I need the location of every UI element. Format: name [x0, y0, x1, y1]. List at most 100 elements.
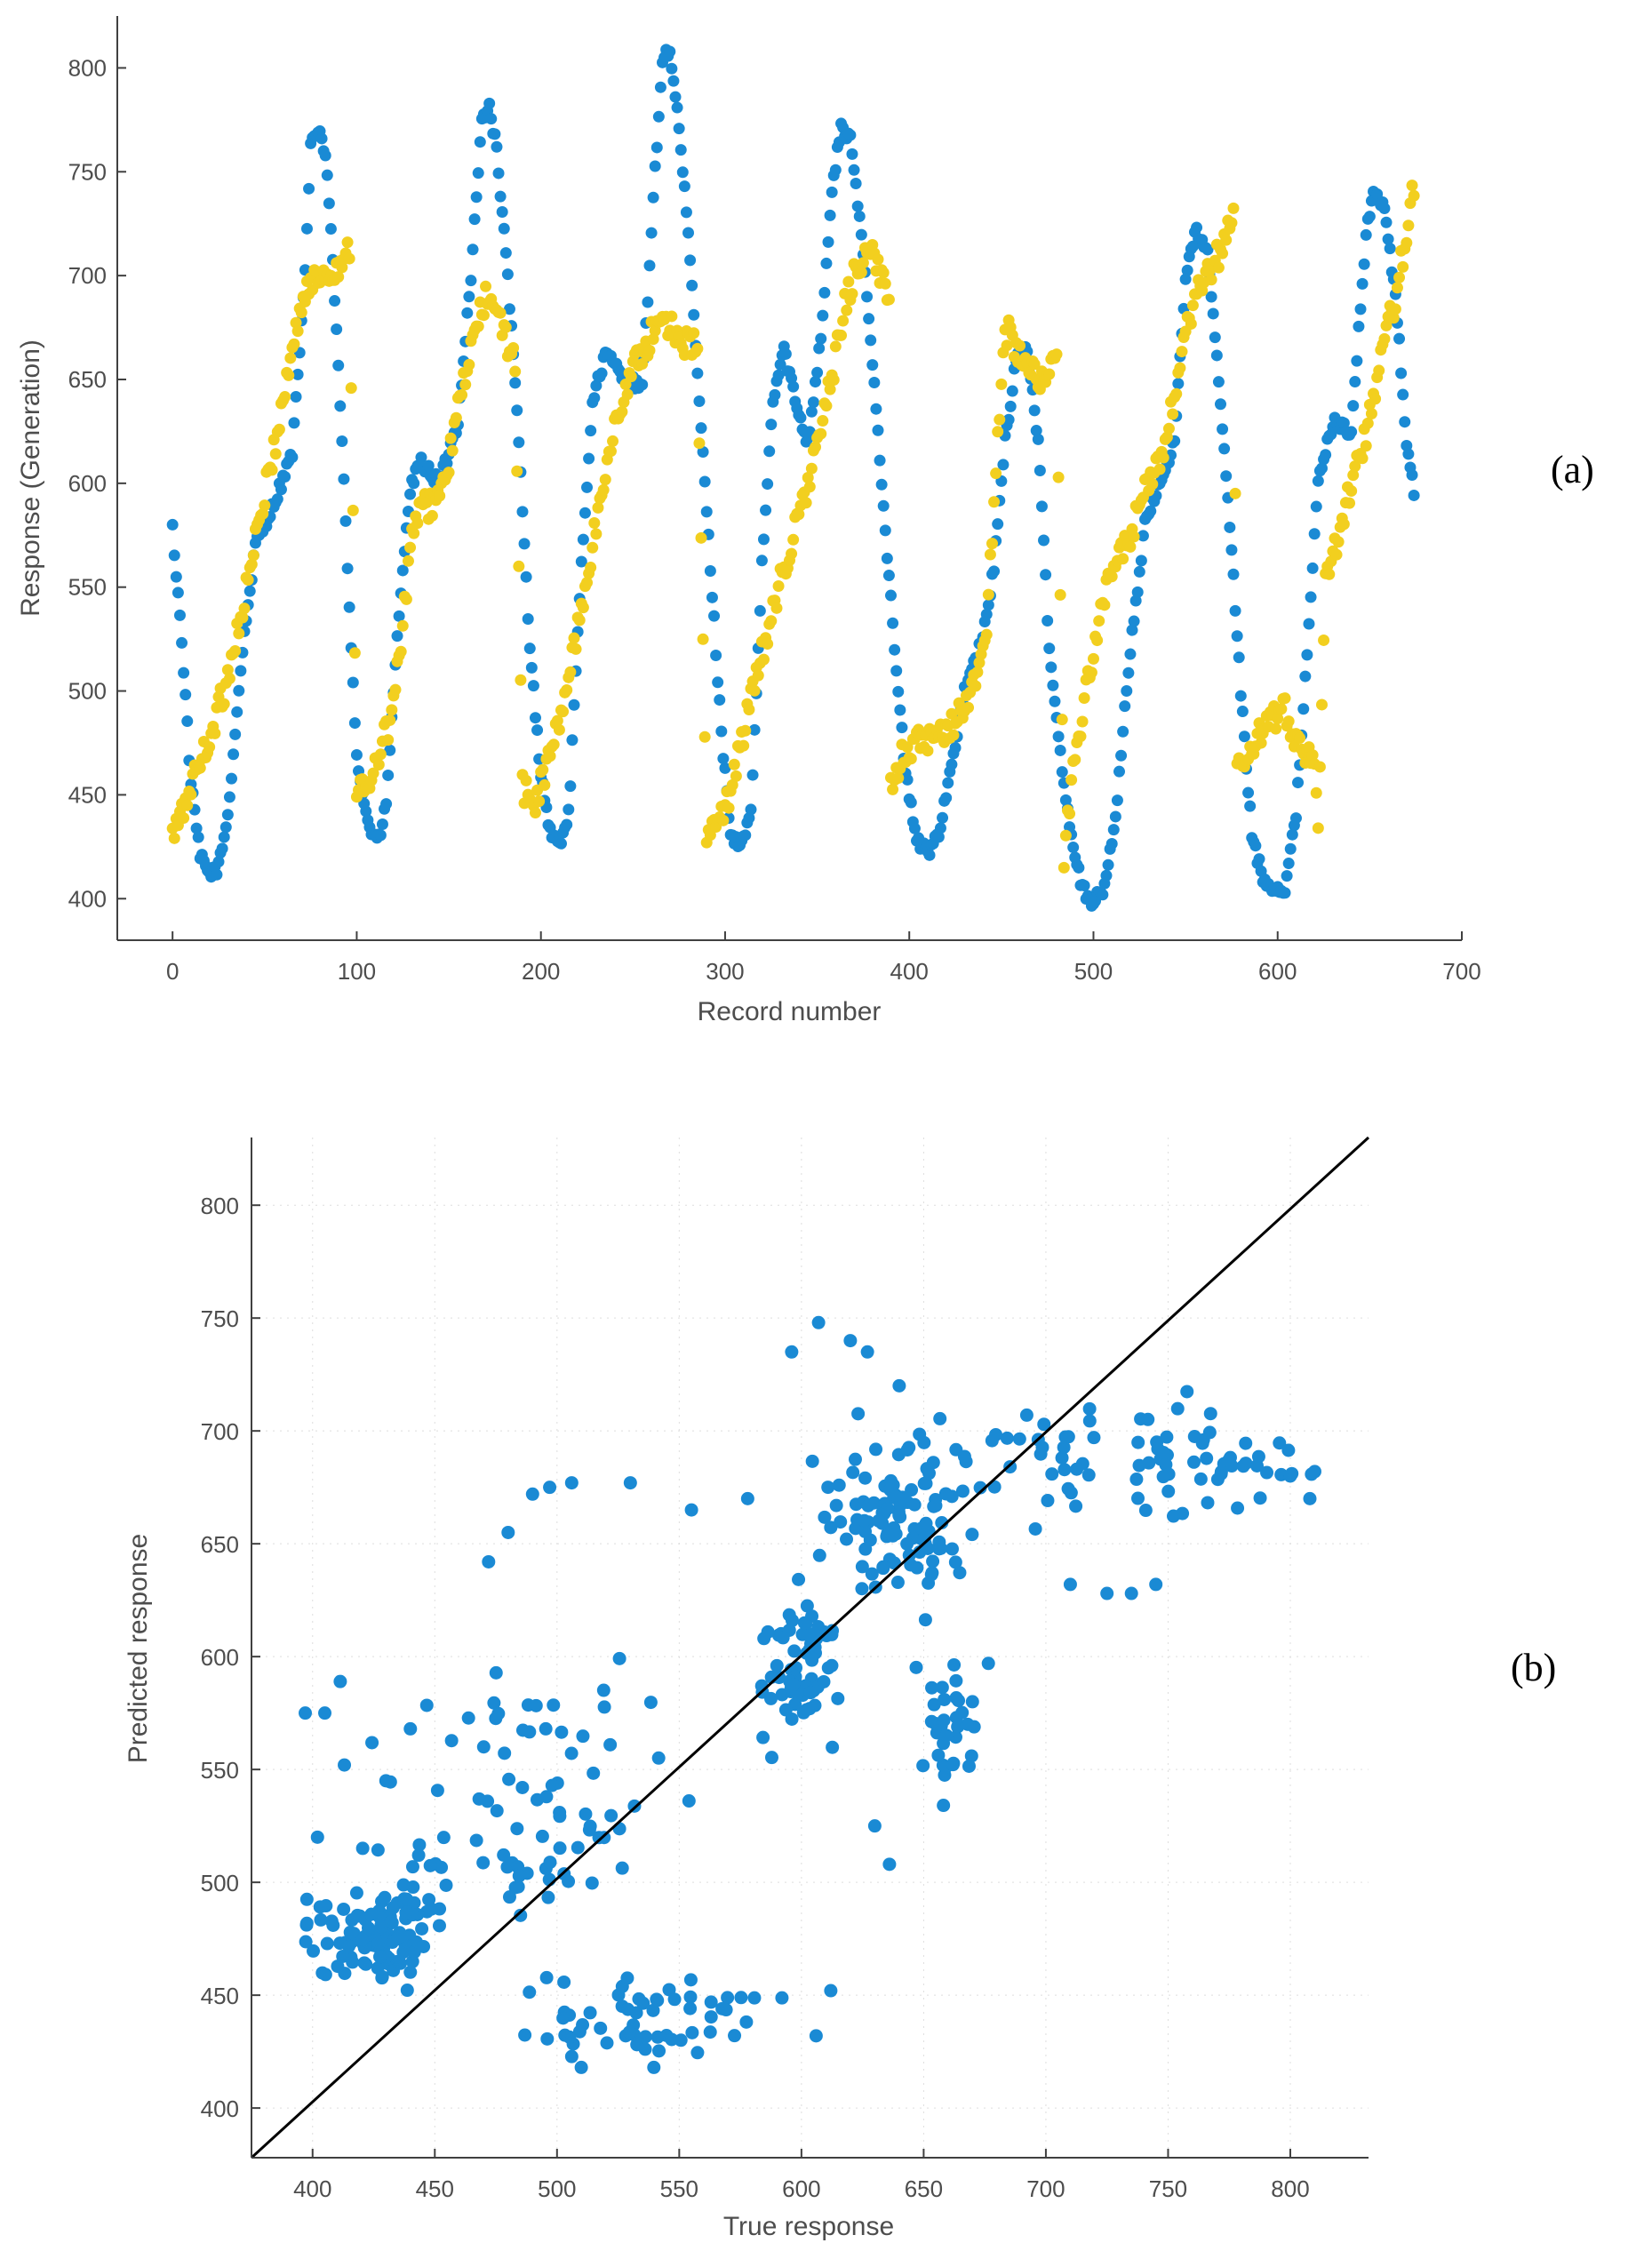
panel-a-point-predicted: [1255, 737, 1267, 749]
panel-a-point-true: [376, 818, 388, 830]
panel-b-point: [795, 1627, 810, 1641]
panel-a-point-true: [1308, 528, 1321, 540]
panel-b-point: [965, 1695, 979, 1709]
panel-b-point: [907, 1497, 922, 1512]
panel-a-point-predicted: [1349, 460, 1361, 473]
panel-a-point-predicted: [585, 562, 597, 574]
panel-b-point: [502, 1890, 516, 1904]
panel-b-point: [476, 1856, 491, 1870]
panel-b-point: [529, 1698, 543, 1712]
panel-b-point: [436, 1831, 451, 1845]
panel-a-point-true: [1045, 661, 1057, 674]
panel-a-y-tick-label: 550: [68, 574, 107, 601]
panel-b-point: [530, 1792, 544, 1807]
panel-b-point: [1283, 1469, 1297, 1483]
panel-a-point-predicted: [1176, 346, 1188, 358]
panel-a-point-true: [664, 45, 676, 58]
panel-a-point-true: [820, 257, 833, 269]
panel-b-reference-line: [250, 1136, 1370, 2159]
panel-b-point: [1131, 1435, 1145, 1449]
panel-a-point-true: [1227, 568, 1240, 580]
panel-a-point-true: [866, 359, 879, 371]
panel-b-point: [949, 1673, 963, 1688]
panel-a-point-predicted: [1167, 408, 1179, 420]
panel-a-point-true: [391, 630, 403, 643]
panel-a-point-true: [811, 366, 824, 379]
panel-b-point: [512, 1869, 526, 1883]
panel-a-point-true: [997, 459, 1010, 471]
panel-a-point-true: [937, 811, 949, 824]
panel-b-point: [345, 1913, 359, 1928]
panel-a-point-predicted: [443, 467, 455, 479]
panel-a-point-predicted: [803, 481, 816, 493]
panel-a-point-true: [870, 403, 882, 415]
panel-b-point: [952, 1694, 966, 1708]
panel-b-point: [333, 1674, 347, 1688]
panel-a-point-true: [1181, 264, 1193, 276]
panel-b-point: [384, 1914, 398, 1928]
panel-b-point: [1156, 1470, 1170, 1484]
panel-b-point: [824, 1521, 838, 1535]
panel-a-point-predicted: [947, 729, 960, 741]
panel-b-point: [861, 1498, 875, 1513]
panel-a-point-true: [341, 563, 354, 575]
panel-a-point-true: [441, 457, 453, 469]
panel-a-point-true: [949, 742, 962, 754]
panel-a-point-true: [1209, 331, 1221, 344]
panel-a-point-true: [1217, 423, 1229, 435]
panel-a-point-true: [415, 451, 427, 464]
panel-b-point: [935, 1680, 949, 1695]
panel-b-point: [579, 1807, 593, 1821]
panel-a-point-true: [1244, 800, 1257, 812]
panel-a-point-true: [779, 347, 792, 360]
panel-a-point-predicted: [499, 321, 512, 333]
panel-a-point-true: [566, 734, 579, 746]
panel-a-point-predicted: [1085, 667, 1097, 679]
panel-b-point: [556, 2011, 571, 2025]
panel-a-point-predicted: [693, 437, 706, 450]
panel-b-point: [855, 1582, 869, 1596]
panel-a-point-true: [908, 822, 921, 834]
panel-b-point: [1035, 1441, 1049, 1455]
panel-a-point-predicted: [178, 812, 190, 825]
panel-b-point: [371, 1937, 385, 1952]
panel-b-point: [1193, 1472, 1208, 1486]
panel-b-point: [924, 1568, 938, 1582]
panel-a-point-predicted: [1220, 234, 1233, 246]
panel-a-point-predicted: [1105, 571, 1118, 583]
panel-a-point-true: [877, 499, 890, 512]
panel-a-point-predicted: [592, 501, 604, 514]
panel-b-point: [905, 1483, 919, 1497]
panel-b-point: [515, 1723, 530, 1737]
panel-a-point-predicted: [1064, 808, 1076, 820]
panel-a-point-true: [1360, 228, 1372, 241]
panel-b-point: [365, 1736, 379, 1750]
panel-a-point-predicted: [643, 344, 656, 356]
panel-a-x-tick-label: 0: [166, 958, 179, 985]
panel-a-point-true: [688, 308, 700, 321]
panel-b-point: [848, 1452, 862, 1466]
panel-b-point: [403, 1965, 418, 1979]
panel-a-point-true: [1052, 730, 1065, 743]
panel-b-point: [604, 1808, 619, 1823]
panel-b-point: [719, 2003, 733, 2017]
panel-a-point-true: [647, 191, 659, 204]
panel-b-point: [1012, 1432, 1026, 1446]
panel-a-x-tick-label: 400: [890, 958, 929, 985]
panel-b-point: [1129, 1473, 1144, 1487]
panel-b-point: [320, 1936, 334, 1951]
panel-a-point-true: [470, 191, 483, 204]
panel-a-point-predicted: [1212, 261, 1225, 274]
panel-b-y-tick-label: 750: [201, 1305, 239, 1332]
panel-a-point-predicted: [266, 464, 278, 476]
panel-b-point: [948, 1555, 962, 1569]
panel-a-point-true: [1109, 810, 1121, 823]
panel-b-point: [925, 1680, 939, 1695]
panel-a-point-predicted: [291, 325, 304, 338]
panel-a-point-true: [1119, 700, 1131, 713]
panel-b-point: [946, 1758, 960, 1772]
panel-a-point-true: [291, 368, 304, 380]
panel-a-point-predicted: [463, 358, 475, 371]
panel-b-point: [683, 1990, 698, 2004]
panel-a-point-true: [491, 140, 503, 153]
